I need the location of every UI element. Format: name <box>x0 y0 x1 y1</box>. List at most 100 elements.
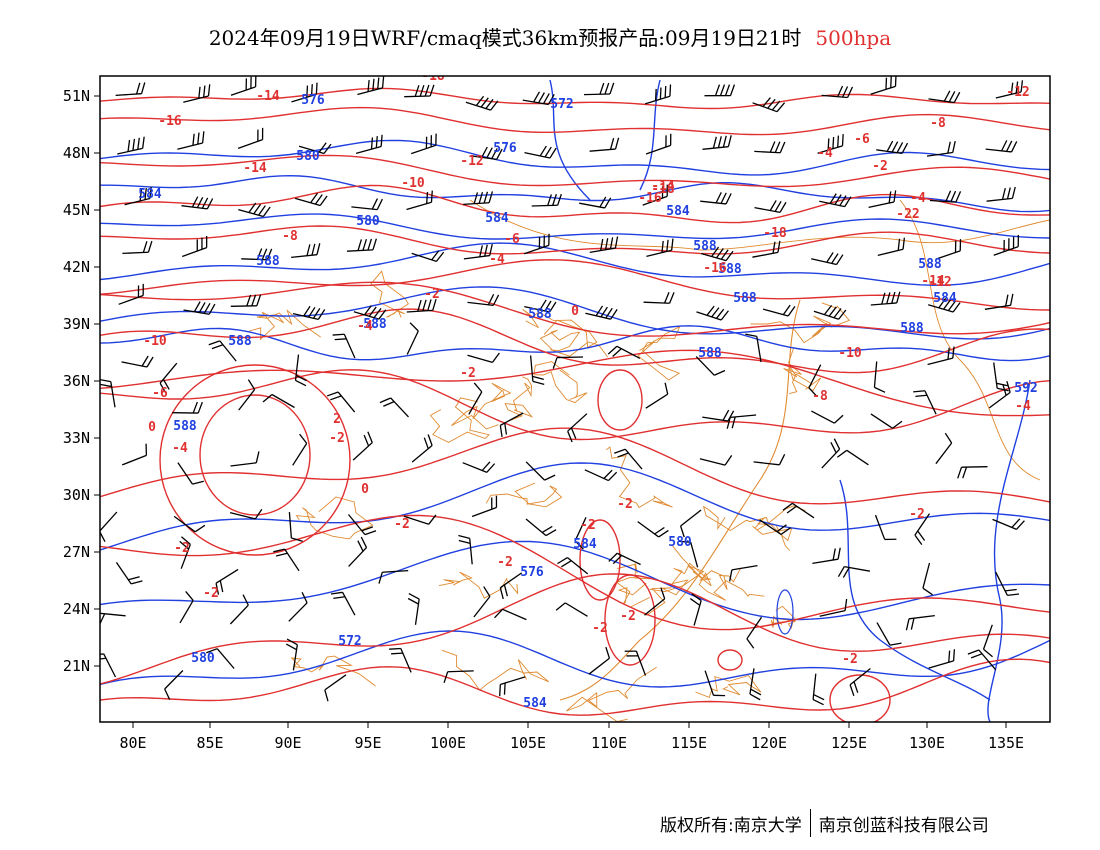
contour-label: -2 <box>174 541 190 556</box>
title-main: 2024年09月19日WRF/cmaq模式36km预报产品:09月19日21时 <box>208 26 802 50</box>
wind-barb <box>696 305 729 321</box>
chart-title: 2024年09月19日WRF/cmaq模式36km预报产品:09月19日21时 5… <box>0 22 1100 51</box>
contour-label: -18 <box>651 182 675 197</box>
wind-barb <box>463 191 494 206</box>
wind-barb <box>411 250 445 263</box>
wind-barb <box>215 568 239 595</box>
contour-label: 588 <box>228 334 252 349</box>
wind-barb <box>929 190 962 203</box>
wind-barb <box>995 80 1024 99</box>
wind-barb <box>813 305 847 320</box>
temperature-closed-contour <box>829 674 891 722</box>
wind-barb <box>522 91 555 106</box>
map-frame <box>99 75 1051 723</box>
contour-label: 584 <box>485 211 509 226</box>
contour-label: 588 <box>256 254 280 269</box>
wind-barb <box>986 186 1016 202</box>
wind-barb <box>982 624 993 658</box>
wind-barb <box>988 380 1011 409</box>
wind-barb <box>584 469 618 482</box>
temperature-closed-contour <box>579 519 621 601</box>
contour-label: -2 <box>872 159 888 174</box>
contour-label: -2 <box>329 431 345 446</box>
contour-label: 572 <box>338 634 361 649</box>
wind-barb <box>183 84 211 103</box>
wind-barb <box>494 608 527 621</box>
contour-label: -14 <box>921 274 945 289</box>
contour-label: 588 <box>693 239 717 254</box>
wind-barb <box>121 443 148 466</box>
wind-barb <box>967 649 997 671</box>
wind-barb <box>352 431 373 461</box>
wind-barb <box>928 649 956 669</box>
wind-barb <box>468 382 483 415</box>
contour-label: -16 <box>638 191 662 206</box>
contour-label: -2 <box>394 517 410 532</box>
lat-tick-label: 48N <box>63 144 90 162</box>
wind-barb <box>637 521 669 538</box>
wind-barb <box>531 193 562 207</box>
wind-barb <box>177 131 205 150</box>
contour-label: 584 <box>138 187 162 202</box>
copyright-text: 版权所有:南京大学 <box>660 815 802 836</box>
wind-barb <box>935 432 953 465</box>
title-level: 500hpa <box>815 26 892 50</box>
border-line <box>438 571 519 599</box>
wind-barb <box>499 412 524 438</box>
wind-barb <box>993 234 1019 256</box>
wind-barb <box>607 345 641 359</box>
wind-barb <box>230 76 257 96</box>
border-line <box>695 674 762 698</box>
wind-barb <box>467 352 500 364</box>
contour-label: -4 <box>172 441 188 456</box>
temperature-contours <box>100 87 1050 722</box>
wind-barb <box>928 298 961 313</box>
wind-barb <box>821 438 841 469</box>
contour-label: -10 <box>143 334 167 349</box>
wind-barb <box>230 294 262 307</box>
lat-tick-label: 27N <box>63 543 90 561</box>
wind-barb <box>754 200 787 213</box>
temperature-line <box>100 87 1050 110</box>
geopotential-line <box>100 325 1050 362</box>
contour-label: 588 <box>173 419 197 434</box>
wind-barb <box>443 670 474 684</box>
geopotential-line <box>987 379 1031 722</box>
temperature-line <box>100 658 1050 716</box>
contour-label: 576 <box>301 93 325 108</box>
wind-barb <box>868 190 897 209</box>
wind-barb <box>238 379 256 411</box>
contour-label: -12 <box>928 275 951 290</box>
wind-barb <box>118 283 144 305</box>
contour-label: -2 <box>203 586 219 601</box>
temperature-line <box>100 573 1050 685</box>
wind-barb <box>407 592 420 625</box>
geopotential-line <box>100 174 1050 213</box>
wind-barb <box>379 397 409 418</box>
wind-barb <box>819 598 848 617</box>
contour-label: -2 <box>620 609 636 624</box>
geopotential-line <box>100 213 1050 240</box>
wind-barb <box>292 305 326 320</box>
temperature-closed-contour <box>717 649 743 671</box>
contour-label: 588 <box>733 291 757 306</box>
wind-barb <box>237 127 264 150</box>
wind-barb <box>753 454 786 466</box>
wind-barb <box>782 502 815 519</box>
wind-barb <box>100 511 118 542</box>
wind-barb <box>122 240 153 255</box>
lat-tick-label: 45N <box>63 201 90 219</box>
wind-barb <box>589 137 620 152</box>
contour-label: -2 <box>842 652 858 667</box>
contour-label: 588 <box>900 321 924 336</box>
wind-barb <box>172 401 203 414</box>
wind-barb <box>679 509 702 538</box>
wind-barb <box>745 333 762 363</box>
wind-barb <box>291 82 318 103</box>
wind-barb <box>588 646 611 675</box>
temperature-closed-contour <box>199 394 311 516</box>
border-line <box>783 348 822 395</box>
wind-barb <box>985 140 1018 153</box>
